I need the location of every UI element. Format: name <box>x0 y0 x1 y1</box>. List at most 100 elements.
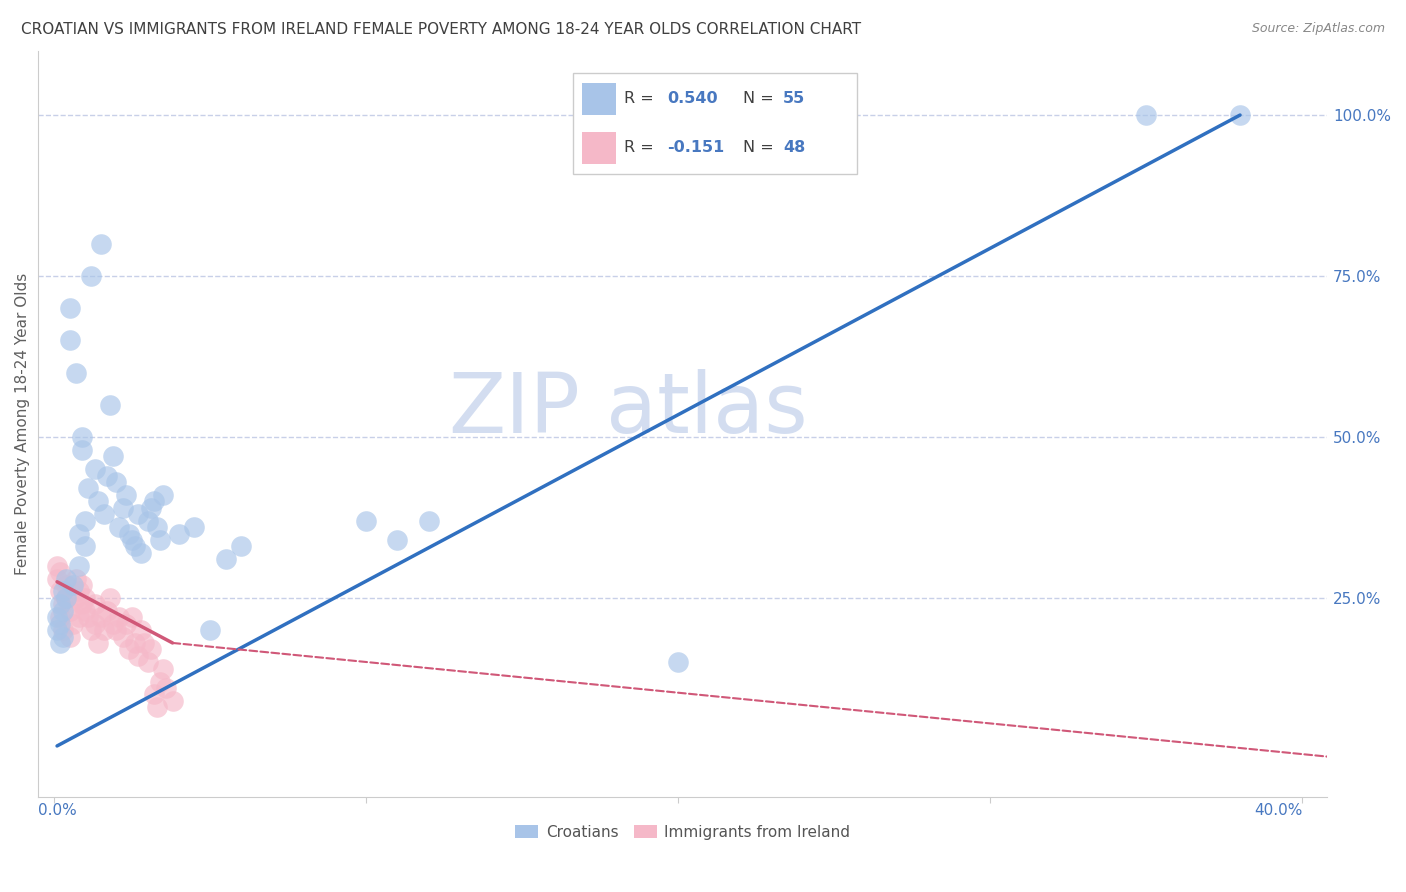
Point <box>77 610 100 624</box>
Point <box>96 468 118 483</box>
Point <box>90 236 112 251</box>
Point <box>152 488 174 502</box>
Point <box>75 591 97 605</box>
Point <box>70 597 93 611</box>
Point <box>75 514 97 528</box>
Point <box>142 688 165 702</box>
Point <box>149 533 172 547</box>
Point <box>136 514 159 528</box>
Text: ZIP: ZIP <box>449 368 579 450</box>
Point <box>114 616 136 631</box>
Point <box>67 558 90 573</box>
Point <box>418 514 440 528</box>
Point <box>231 540 253 554</box>
Point <box>46 572 69 586</box>
Point <box>52 604 75 618</box>
Point <box>55 578 77 592</box>
Point <box>52 623 75 637</box>
Point <box>55 572 77 586</box>
Point <box>666 655 689 669</box>
Point <box>62 616 84 631</box>
Point <box>75 540 97 554</box>
Point <box>96 604 118 618</box>
Point <box>118 526 141 541</box>
Point <box>86 494 108 508</box>
Point <box>93 623 115 637</box>
Point <box>124 540 146 554</box>
Point <box>139 500 162 515</box>
Point <box>49 584 72 599</box>
Y-axis label: Female Poverty Among 18-24 Year Olds: Female Poverty Among 18-24 Year Olds <box>15 273 30 575</box>
Point <box>80 268 103 283</box>
Text: Source: ZipAtlas.com: Source: ZipAtlas.com <box>1251 22 1385 36</box>
Point <box>136 655 159 669</box>
Point <box>49 565 72 579</box>
Point <box>162 694 184 708</box>
Point <box>58 630 80 644</box>
Point <box>52 630 75 644</box>
Point <box>65 572 87 586</box>
Point <box>108 610 131 624</box>
Point <box>52 584 75 599</box>
Point <box>49 597 72 611</box>
Point <box>70 442 93 457</box>
Point <box>354 514 377 528</box>
Point <box>105 623 128 637</box>
Point <box>98 398 121 412</box>
Point <box>1229 108 1251 122</box>
Point <box>58 301 80 315</box>
Point <box>70 578 93 592</box>
Point <box>139 642 162 657</box>
Point <box>70 430 93 444</box>
Text: 0.0%: 0.0% <box>38 803 77 818</box>
Point <box>98 591 121 605</box>
Point <box>65 591 87 605</box>
Text: CROATIAN VS IMMIGRANTS FROM IRELAND FEMALE POVERTY AMONG 18-24 YEAR OLDS CORRELA: CROATIAN VS IMMIGRANTS FROM IRELAND FEMA… <box>21 22 862 37</box>
Point <box>75 604 97 618</box>
Point <box>49 636 72 650</box>
Point <box>118 642 141 657</box>
Point <box>114 488 136 502</box>
Point <box>46 623 69 637</box>
Point <box>67 526 90 541</box>
Point <box>127 648 149 663</box>
Point <box>131 546 153 560</box>
Point <box>49 610 72 624</box>
Point <box>183 520 205 534</box>
Point <box>167 526 190 541</box>
Point <box>149 674 172 689</box>
Point <box>121 610 143 624</box>
Point <box>67 610 90 624</box>
Point <box>55 591 77 605</box>
Legend: Croatians, Immigrants from Ireland: Croatians, Immigrants from Ireland <box>509 819 856 846</box>
Point <box>1135 108 1157 122</box>
Point <box>49 616 72 631</box>
Point <box>214 552 236 566</box>
Point <box>65 366 87 380</box>
Point <box>146 520 169 534</box>
Point <box>111 500 134 515</box>
Point <box>155 681 177 695</box>
Point <box>46 558 69 573</box>
Point <box>80 623 103 637</box>
Point <box>105 475 128 489</box>
Point <box>52 597 75 611</box>
Point <box>387 533 409 547</box>
Point <box>67 584 90 599</box>
Point <box>46 610 69 624</box>
Text: atlas: atlas <box>606 368 807 450</box>
Point <box>152 662 174 676</box>
Point <box>198 623 221 637</box>
Point <box>127 507 149 521</box>
Text: 40.0%: 40.0% <box>1254 803 1302 818</box>
Point <box>131 623 153 637</box>
Point <box>108 520 131 534</box>
Point <box>93 507 115 521</box>
Point <box>55 591 77 605</box>
Point <box>146 700 169 714</box>
Point <box>142 494 165 508</box>
Point <box>83 597 105 611</box>
Point <box>77 482 100 496</box>
Point <box>86 636 108 650</box>
Point <box>103 449 125 463</box>
